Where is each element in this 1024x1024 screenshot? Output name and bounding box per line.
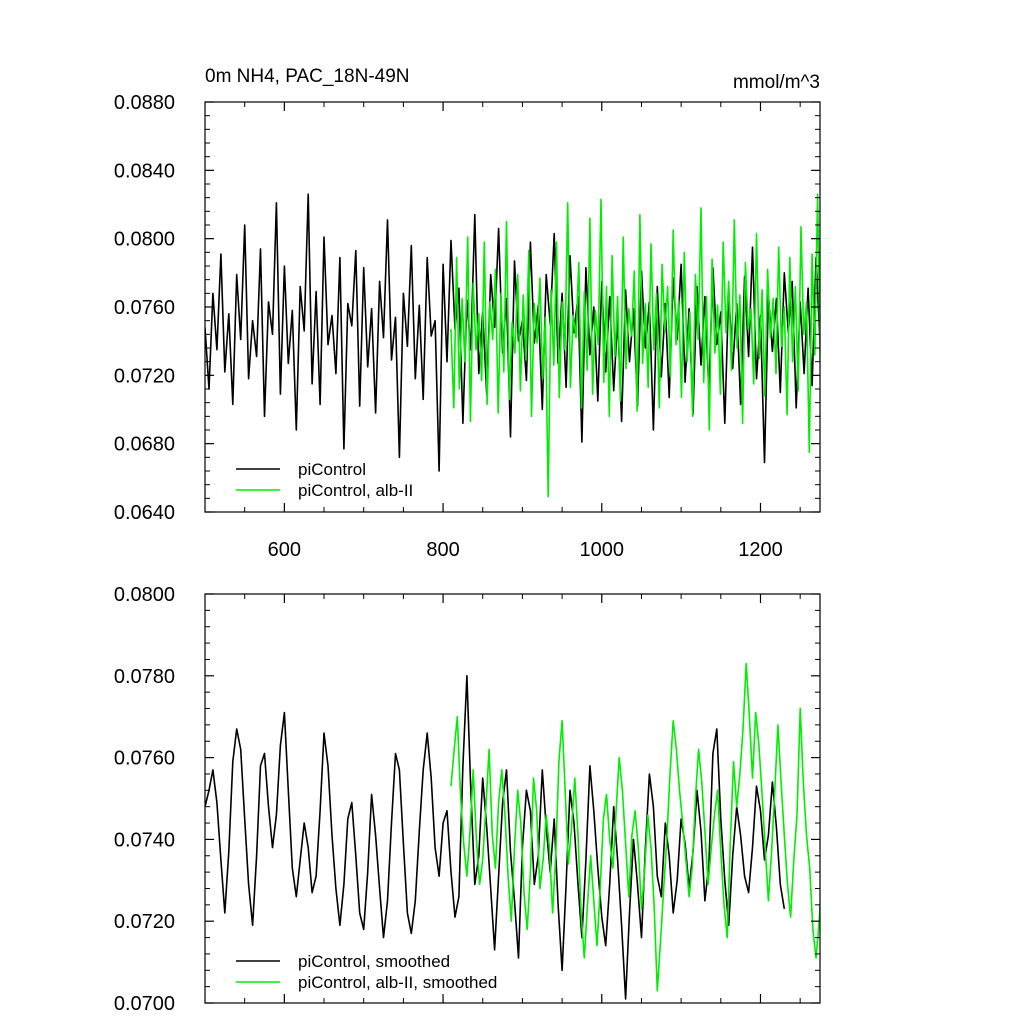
y-tick-label: 0.0740 <box>114 829 175 851</box>
series-line-picontrol <box>205 674 786 1000</box>
x-tick-label: 800 <box>426 539 459 561</box>
y-tick-label: 0.0800 <box>114 584 175 606</box>
y-tick-label: 0.0760 <box>114 297 175 319</box>
top-panel: 0m NH4, PAC_18N-49N mmol/m^3 0.0640 0.068… <box>114 66 821 561</box>
y-tick-label: 0.0760 <box>114 748 175 770</box>
y-tick-label: 0.0720 <box>114 365 175 387</box>
y-tick-label: 0.0840 <box>114 160 175 182</box>
y-tick-label: 0.0700 <box>114 993 175 1015</box>
y-tick-label: 0.0680 <box>114 434 175 456</box>
legend-label: piControl, smoothed <box>298 952 450 971</box>
top-panel-units: mmol/m^3 <box>733 72 820 93</box>
series-line-picontrol-alb-ii <box>450 193 820 498</box>
y-tick-label: 0.0880 <box>114 92 175 114</box>
y-tick-label: 0.0640 <box>114 502 175 524</box>
series-line-picontrol-alb-ii <box>450 662 820 992</box>
x-tick-label: 1200 <box>738 539 783 561</box>
x-tick-label: 600 <box>268 539 301 561</box>
legend-label: piControl <box>298 460 366 479</box>
legend-label: piControl, alb-II <box>298 481 413 500</box>
y-tick-label: 0.0720 <box>114 911 175 933</box>
top-panel-title: 0m NH4, PAC_18N-49N <box>205 66 410 87</box>
x-tick-label: 1000 <box>580 539 625 561</box>
plot-frame <box>204 593 821 1004</box>
bottom-panel: 0.0700 0.0720 0.0740 0.0760 0.0780 0.0800 piCo… <box>114 584 821 1015</box>
y-tick-label: 0.0800 <box>114 229 175 251</box>
legend-label: piControl, alb-II, smoothed <box>298 973 497 992</box>
y-tick-label: 0.0780 <box>114 666 175 688</box>
